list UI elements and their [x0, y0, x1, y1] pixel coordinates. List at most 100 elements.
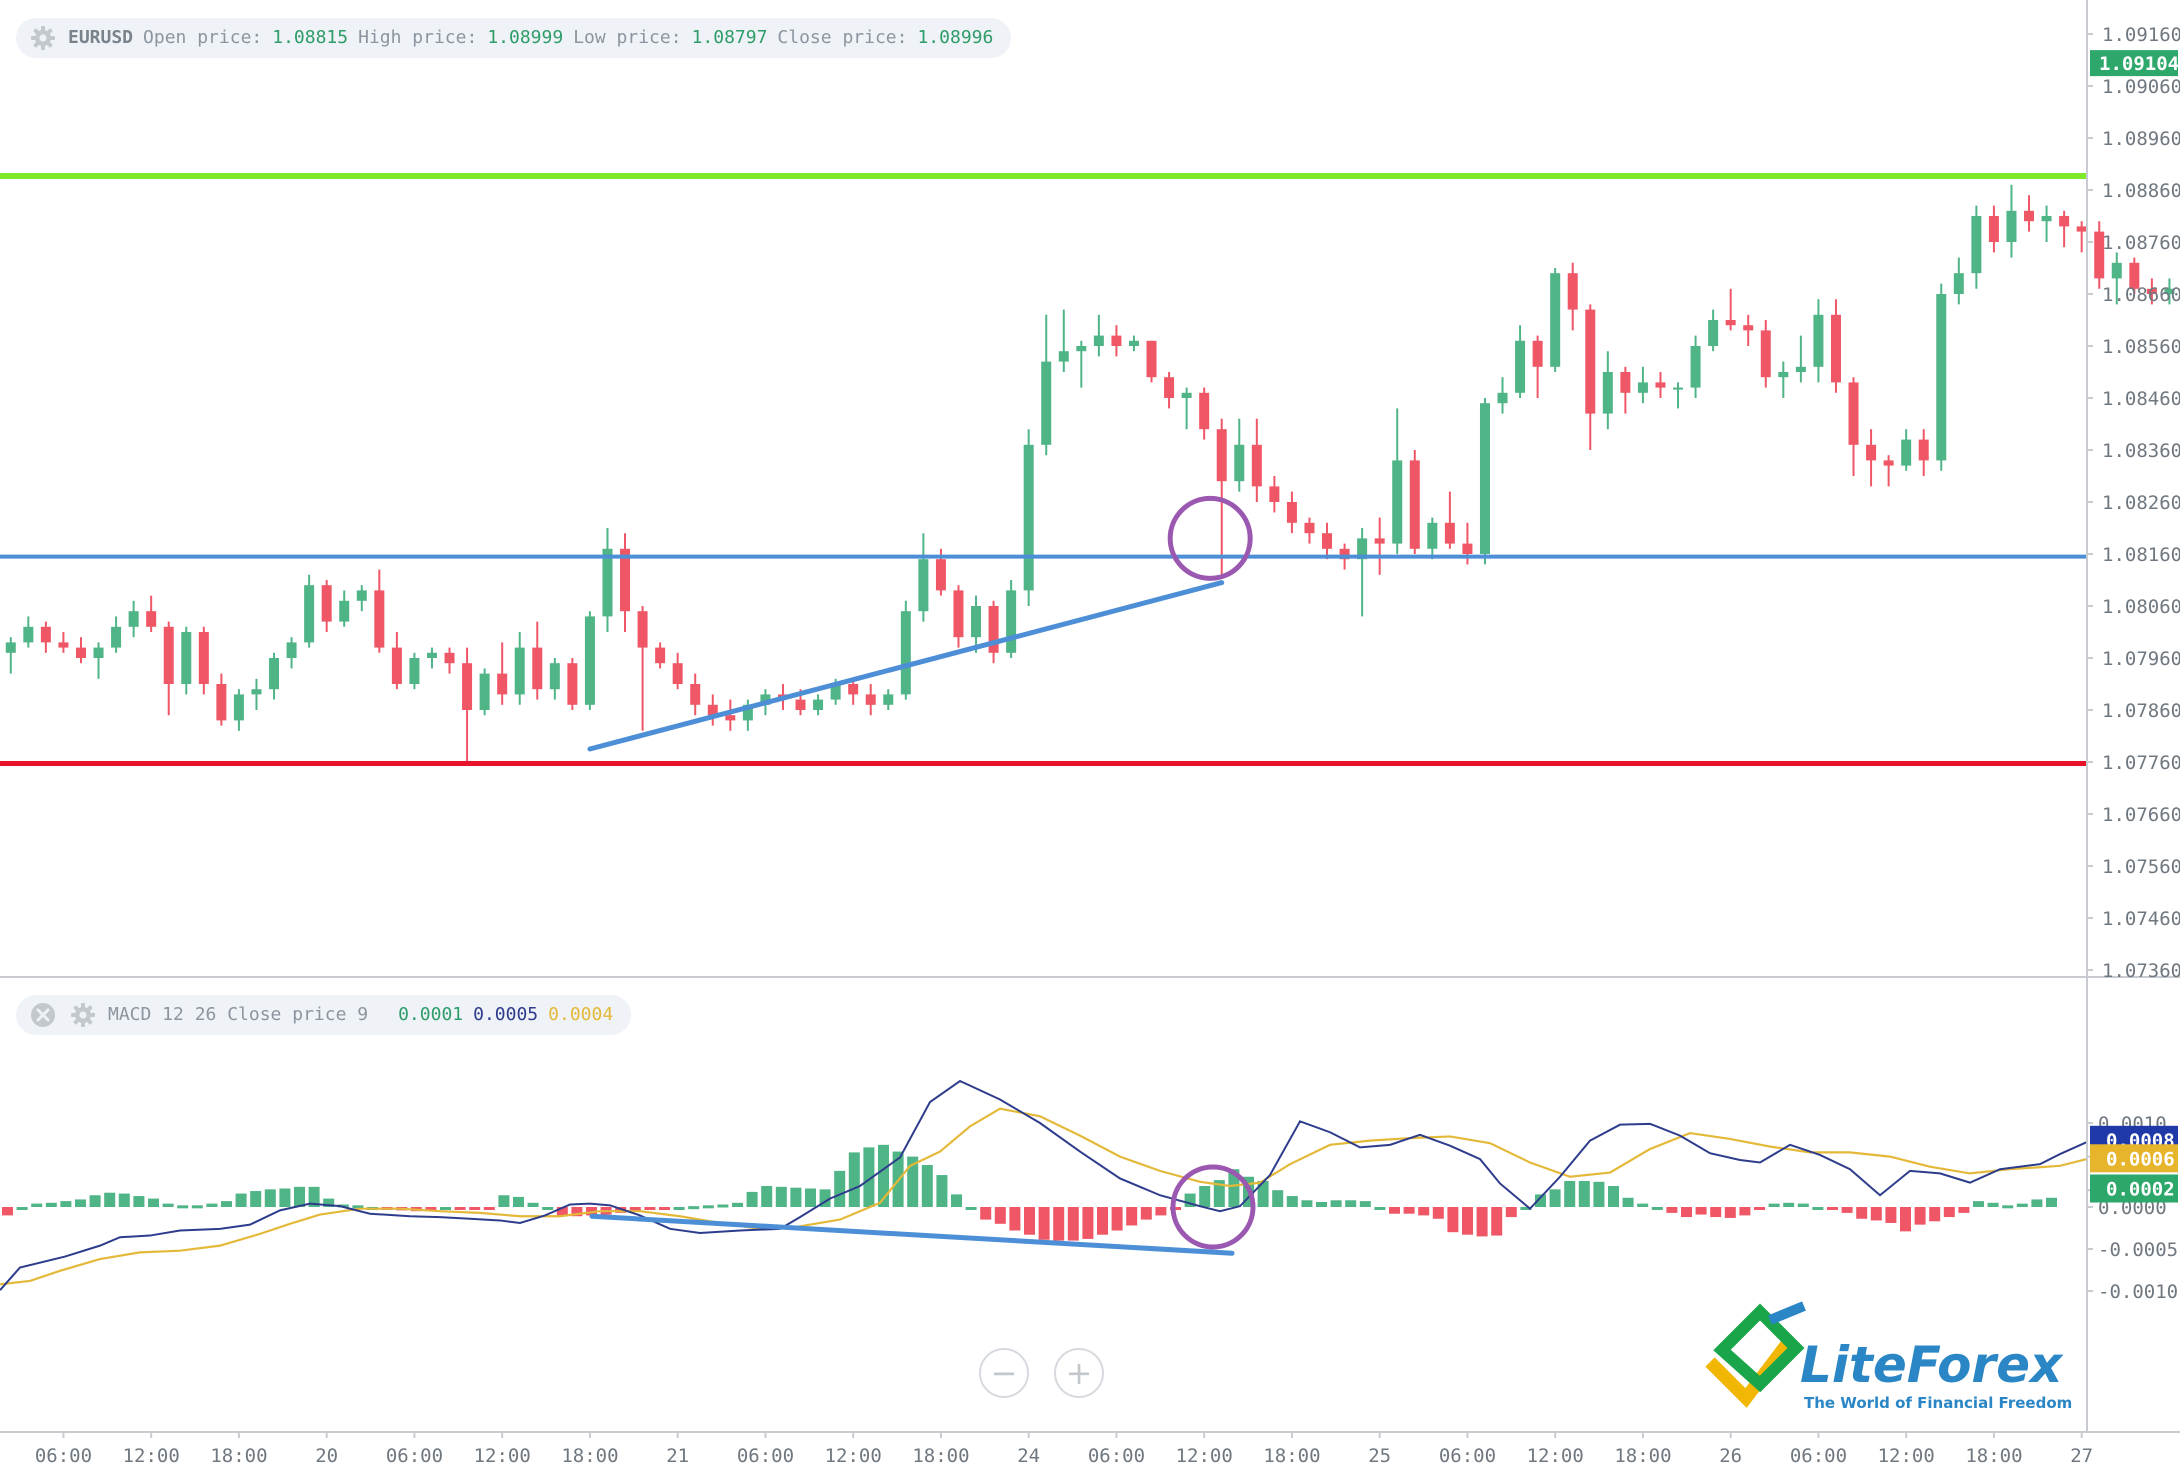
- macd-histogram-bar: [1593, 1181, 1605, 1207]
- price-tick-label: 1.07660: [2102, 804, 2180, 826]
- candle-body: [2024, 210, 2035, 222]
- zoom-out-button[interactable]: −: [979, 1348, 1029, 1398]
- candle: [1532, 335, 1543, 398]
- candle-body: [58, 642, 69, 648]
- macd-histogram-bar: [1330, 1200, 1342, 1207]
- candle-body: [532, 647, 543, 690]
- candle-body: [1655, 382, 1666, 388]
- time-tick-label: 18:00: [1263, 1445, 1320, 1467]
- macd-histogram-bar: [133, 1196, 145, 1207]
- macd-histogram-bar: [805, 1188, 816, 1207]
- liteforex-logo-mark: [1705, 1301, 1806, 1408]
- macd-histogram-bar: [250, 1191, 262, 1207]
- open-label: Open price:: [143, 27, 263, 48]
- macd-histogram-bar: [1578, 1180, 1590, 1207]
- time-tick-label: 21: [666, 1445, 689, 1467]
- close-icon[interactable]: [28, 1000, 58, 1030]
- macd-hist-legend-value: 0.0001: [398, 1004, 464, 1025]
- candle-body: [1444, 522, 1455, 544]
- candle: [1936, 283, 1947, 471]
- candle: [1111, 325, 1122, 357]
- price-pane[interactable]: [0, 39, 2180, 767]
- candle-body: [286, 642, 297, 658]
- candle-body: [40, 626, 51, 643]
- candle: [813, 694, 824, 716]
- candle-body: [181, 632, 192, 684]
- candle: [584, 611, 595, 710]
- macd-histogram-bar: [221, 1201, 232, 1207]
- candle: [1585, 304, 1596, 450]
- candle: [1725, 288, 1736, 331]
- candle: [1286, 491, 1297, 534]
- candle-body: [374, 590, 385, 648]
- candle: [567, 658, 578, 710]
- macd-hist-badge: [2090, 1174, 2178, 1203]
- candle-body: [1216, 429, 1227, 482]
- macd-histogram-bar: [1286, 1196, 1298, 1207]
- candle-body: [391, 647, 402, 684]
- candle-body: [883, 694, 894, 705]
- candle: [900, 600, 911, 700]
- candle: [304, 574, 315, 648]
- macd-histogram-bar: [308, 1186, 320, 1207]
- candle-body: [356, 590, 367, 601]
- macd-histogram-bar: [688, 1206, 700, 1210]
- candle-body: [1427, 522, 1438, 549]
- candle-body: [1374, 538, 1385, 544]
- candle: [1883, 455, 1894, 487]
- candle: [2006, 184, 2017, 258]
- candle: [163, 621, 174, 716]
- macd-pane[interactable]: [0, 1079, 2090, 1291]
- macd-histogram-bar: [118, 1193, 130, 1207]
- candle-body: [953, 590, 964, 638]
- candle-body: [1883, 460, 1894, 466]
- macd-histogram-bar: [921, 1165, 933, 1207]
- candle: [1128, 335, 1139, 352]
- candle: [707, 694, 718, 726]
- macd-histogram-bar: [761, 1186, 773, 1207]
- macd-histogram-bar: [527, 1202, 539, 1207]
- macd-histogram-bar: [571, 1207, 583, 1217]
- macd-histogram-bar: [1608, 1186, 1619, 1207]
- candle-body: [830, 684, 841, 700]
- macd-histogram-bar: [1505, 1207, 1517, 1218]
- candle: [181, 626, 192, 695]
- time-tick-label: 26: [1719, 1445, 1742, 1467]
- macd-histogram-bar: [352, 1205, 364, 1209]
- macd-tick-label: -0.0010: [2098, 1281, 2178, 1303]
- candle: [742, 699, 753, 731]
- settings-gear-icon[interactable]: [68, 1000, 98, 1030]
- candle-body: [2164, 288, 2175, 294]
- candle: [848, 678, 859, 705]
- candle-body: [865, 694, 876, 705]
- candle-body: [1392, 460, 1403, 544]
- candle: [2041, 205, 2052, 242]
- candle: [1006, 580, 1017, 658]
- macd-histogram-bar: [1739, 1207, 1751, 1216]
- candle: [1234, 418, 1245, 492]
- candle: [1093, 314, 1104, 357]
- macd-histogram-bar: [994, 1207, 1006, 1224]
- price-tick-label: 1.08160: [2102, 544, 2180, 566]
- candle: [1901, 429, 1912, 471]
- candle-body: [163, 626, 174, 684]
- macd-histogram-bar: [1958, 1207, 1970, 1213]
- macd-histogram-bar: [1870, 1207, 1882, 1221]
- price-tick-label: 1.07360: [2102, 960, 2180, 982]
- current-price-badge: [2090, 50, 2178, 77]
- candle: [2164, 278, 2175, 305]
- candle-body: [462, 663, 473, 710]
- time-tick-label: 18:00: [912, 1445, 969, 1467]
- candle: [2024, 195, 2035, 232]
- candle-body: [848, 684, 859, 695]
- candle: [444, 647, 455, 674]
- zoom-in-button[interactable]: +: [1054, 1348, 1104, 1398]
- candle-body: [146, 611, 157, 627]
- settings-gear-icon[interactable]: [28, 23, 58, 53]
- candle: [128, 600, 139, 638]
- candle: [1216, 418, 1227, 575]
- divergence-marker-circle: [1170, 1164, 1256, 1250]
- macd-histogram-bar: [104, 1192, 116, 1207]
- candle: [1813, 299, 1824, 383]
